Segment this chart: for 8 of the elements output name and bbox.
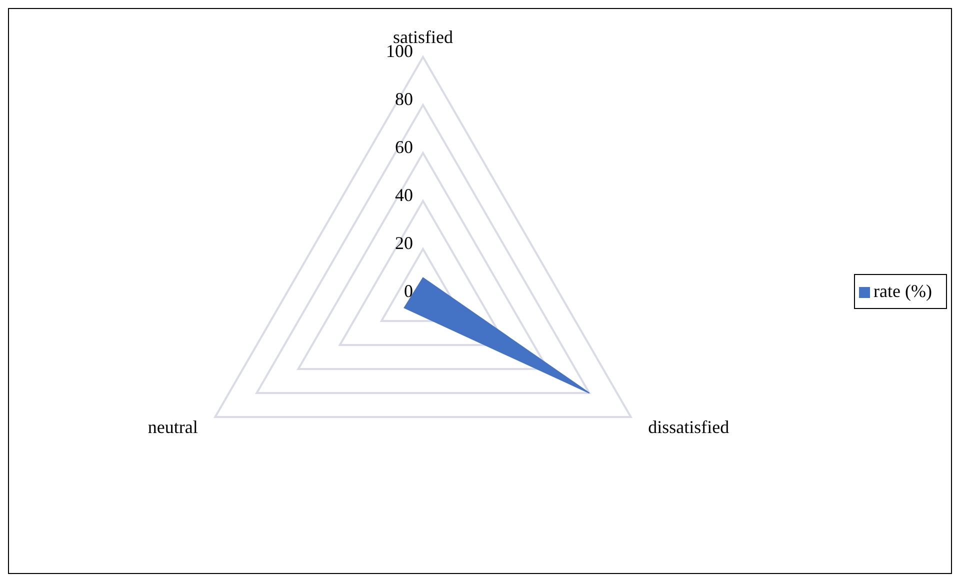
y-tick-label: 40 [395,185,413,205]
y-tick-label: 20 [395,233,413,253]
y-tick-label: 80 [395,89,413,109]
spoke-label: neutral [148,417,198,437]
legend-label: rate (%) [874,280,932,300]
spoke-label: dissatisfied [648,417,730,437]
y-tick-label: 60 [395,137,413,157]
y-tick-label: 0 [404,281,413,301]
